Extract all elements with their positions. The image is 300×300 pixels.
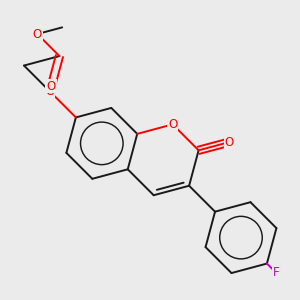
Text: F: F <box>273 266 279 279</box>
Text: O: O <box>224 136 233 149</box>
Text: O: O <box>47 80 56 93</box>
Text: O: O <box>33 28 42 40</box>
Text: O: O <box>168 118 177 131</box>
Text: O: O <box>45 85 55 98</box>
